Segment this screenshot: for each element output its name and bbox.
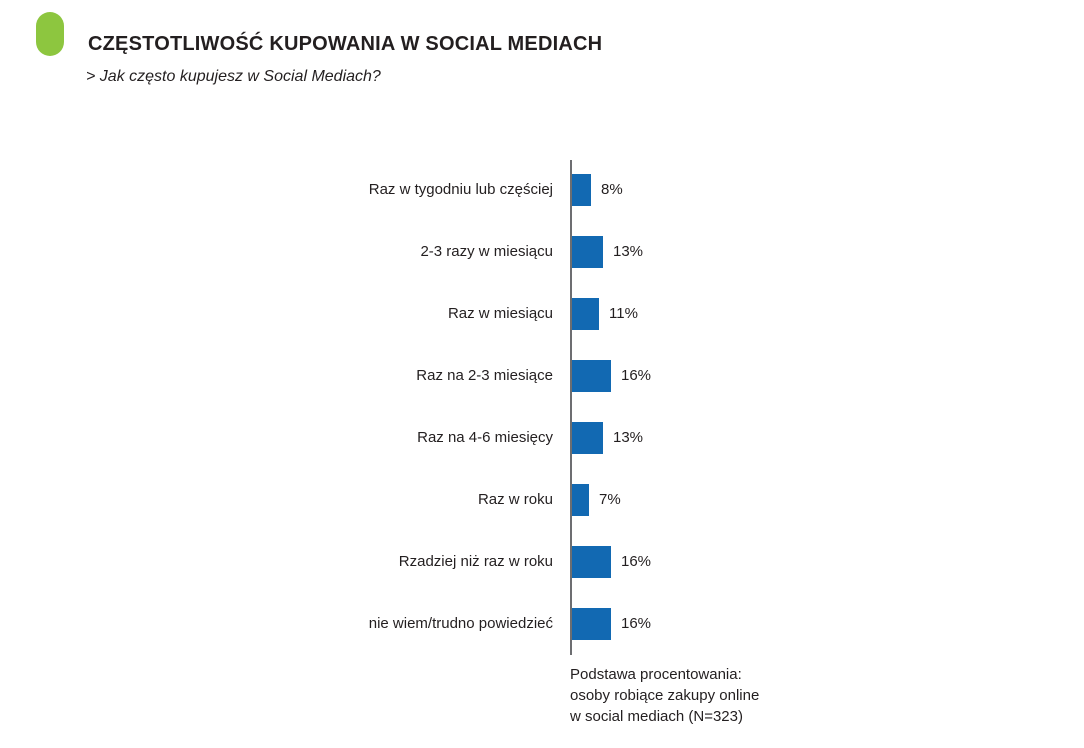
category-label: 2-3 razy w miesiącu	[420, 243, 553, 260]
value-label: 13%	[613, 243, 644, 260]
footnote-line: w social mediach (N=323)	[570, 708, 743, 725]
value-label: 16%	[621, 615, 652, 632]
footnote-line: osoby robiące zakupy online	[570, 687, 760, 704]
footnote-line: Podstawa procentowania:	[570, 666, 742, 683]
bar	[572, 422, 603, 454]
category-label: Raz w miesiącu	[447, 305, 553, 322]
page-title: CZĘSTOTLIWOŚĆ KUPOWANIA W SOCIAL MEDIACH	[88, 33, 603, 56]
value-label: 13%	[613, 429, 644, 446]
value-label: 7%	[599, 491, 621, 508]
bar	[572, 484, 589, 516]
bar	[572, 360, 611, 392]
bar	[572, 174, 591, 206]
category-label: Raz w tygodniu lub częściej	[368, 181, 553, 198]
survey-question-subtitle: > Jak często kupujesz w Social Mediach?	[86, 68, 381, 85]
chart-footnote: Podstawa procentowania: osoby robiące za…	[570, 664, 759, 727]
chart-axis-line	[570, 160, 572, 655]
category-label: nie wiem/trudno powiedzieć	[368, 615, 553, 632]
value-label: 11%	[609, 305, 638, 322]
category-label: Raz w roku	[477, 491, 553, 508]
value-label: 8%	[601, 181, 623, 198]
category-label: Raz na 4-6 miesięcy	[417, 429, 553, 446]
category-label: Rzadziej niż raz w roku	[398, 553, 553, 570]
bar	[572, 546, 611, 578]
bar	[572, 608, 611, 640]
category-label: Raz na 2-3 miesiące	[416, 367, 553, 384]
value-label: 16%	[621, 367, 652, 384]
bar	[572, 298, 599, 330]
bar	[572, 236, 603, 268]
value-label: 16%	[621, 553, 652, 570]
green-bullet-icon	[36, 12, 64, 56]
